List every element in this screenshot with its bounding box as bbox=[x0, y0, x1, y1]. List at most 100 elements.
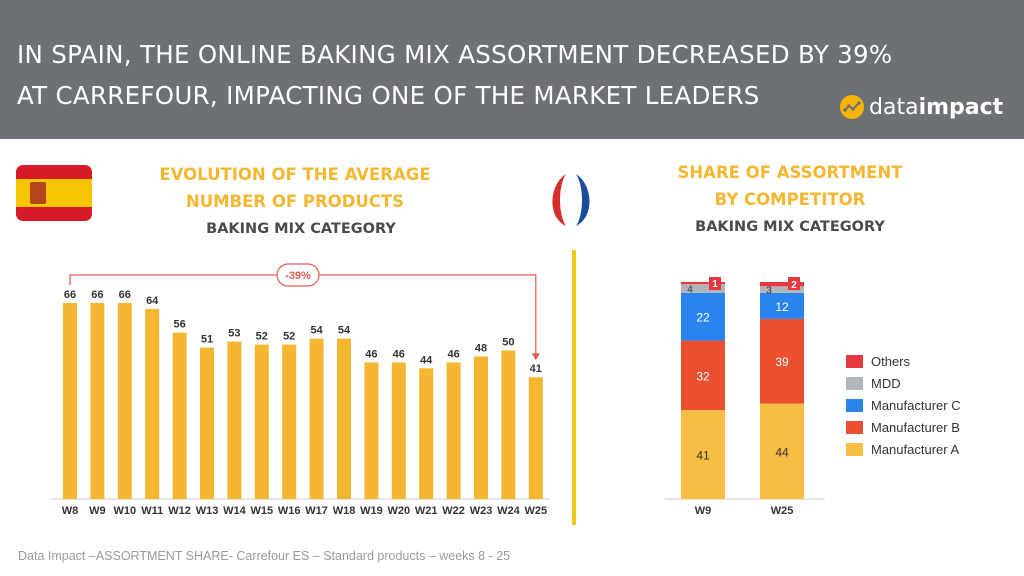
data-label-W14: 53 bbox=[228, 328, 240, 340]
share-assortment-legend: Others MDD Manufacturer C Manufacturer B Man… bbox=[846, 350, 961, 460]
headline-line-1: IN SPAIN, THE ONLINE BAKING MIX ASSORTME… bbox=[17, 40, 893, 69]
data-label-W12: 56 bbox=[173, 319, 185, 331]
bar-W12 bbox=[172, 332, 187, 499]
dataimpact-logo-text: dataimpact bbox=[869, 94, 1004, 120]
tick-label-W25: W25 bbox=[524, 505, 547, 517]
data-label-W13: 51 bbox=[201, 334, 213, 346]
others-badge-W9 bbox=[709, 277, 721, 290]
bar-W13 bbox=[200, 347, 214, 499]
bar-W23 bbox=[474, 356, 488, 499]
tick-label-W15: W15 bbox=[250, 505, 273, 517]
tick-label-W10: W10 bbox=[113, 505, 136, 517]
segment-label-W25-manufacturer-b: 39 bbox=[775, 355, 789, 369]
vertical-divider bbox=[572, 250, 576, 525]
data-label-W17: 54 bbox=[310, 325, 323, 337]
data-label-W10: 66 bbox=[119, 289, 131, 301]
bar-W11 bbox=[145, 308, 160, 499]
tick-label-W8: W8 bbox=[62, 505, 79, 517]
segment-label-W25-manufacturer-c: 12 bbox=[775, 300, 789, 314]
decrease-arrowhead bbox=[531, 353, 540, 361]
segment-W9-manufacturer-b bbox=[681, 340, 725, 411]
bar-W10 bbox=[117, 303, 132, 499]
segment-W25-manufacturer-c bbox=[760, 292, 804, 319]
decrease-callout-label: -39% bbox=[285, 270, 311, 282]
data-label-W9: 66 bbox=[91, 289, 103, 301]
segment-label-W9-mdd: 4 bbox=[687, 285, 693, 296]
data-label-W15: 52 bbox=[256, 331, 268, 343]
footer-note: Data Impact –ASSORTMENT SHARE- Carrefour… bbox=[18, 549, 511, 563]
headline: IN SPAIN, THE ONLINE BAKING MIX ASSORTME… bbox=[17, 34, 947, 116]
tick-label-W23: W23 bbox=[470, 505, 493, 517]
segment-label-W9-others: 1 bbox=[712, 279, 718, 290]
decrease-callout-badge bbox=[276, 263, 320, 287]
bar-W24 bbox=[501, 350, 516, 499]
data-label-W18: 54 bbox=[338, 325, 351, 337]
carrefour-logo-icon bbox=[552, 174, 590, 226]
dataimpact-logo-icon bbox=[840, 95, 864, 119]
tick-label-W16: W16 bbox=[278, 505, 301, 517]
stack-tick-W9: W9 bbox=[695, 505, 712, 517]
bar-W15 bbox=[254, 344, 269, 499]
bar-W16 bbox=[282, 344, 297, 499]
segment-W9-mdd bbox=[681, 284, 725, 293]
stack-tick-W25: W25 bbox=[771, 505, 794, 517]
right-chart-subtitle: BAKING MIX CATEGORY bbox=[695, 219, 885, 235]
legend-label: Manufacturer B bbox=[871, 419, 960, 435]
legend-swatch bbox=[846, 398, 863, 412]
left-chart-title: EVOLUTION OF THE AVERAGE NUMBER OF PRODU… bbox=[159, 165, 431, 211]
legend-swatch bbox=[846, 442, 863, 456]
tick-label-W11: W11 bbox=[141, 505, 163, 517]
segment-W25-manufacturer-b bbox=[760, 318, 804, 404]
legend-item-manufacturer-b: Manufacturer B bbox=[846, 416, 961, 438]
decrease-bracket bbox=[69, 274, 537, 356]
bar-W8 bbox=[63, 303, 77, 499]
bar-W19 bbox=[364, 362, 379, 499]
tick-label-W18: W18 bbox=[333, 505, 356, 517]
data-label-W22: 46 bbox=[447, 348, 459, 360]
bar-W20 bbox=[391, 362, 406, 499]
bar-W18 bbox=[337, 338, 351, 499]
others-badge-W25 bbox=[788, 277, 800, 290]
right-chart-title: SHARE OF ASSORTMENT BY COMPETITOR bbox=[677, 163, 903, 209]
dataimpact-logo: dataimpact bbox=[840, 92, 1003, 122]
legend-label: Manufacturer A bbox=[871, 441, 960, 457]
tick-label-W21: W21 bbox=[415, 505, 438, 517]
segment-W25-mdd bbox=[760, 286, 804, 293]
bar-W14 bbox=[227, 341, 242, 499]
tick-label-W19: W19 bbox=[360, 505, 383, 517]
headline-line-2: AT CARREFOUR, IMPACTING ONE OF THE MARKE… bbox=[17, 81, 760, 110]
tick-label-W13: W13 bbox=[196, 505, 219, 517]
segment-W25-manufacturer-a bbox=[760, 403, 804, 499]
legend-label: Manufacturer C bbox=[871, 397, 961, 413]
segment-label-W25-manufacturer-a: 44 bbox=[775, 445, 789, 459]
segment-W25-others bbox=[760, 282, 804, 287]
tick-label-W14: W14 bbox=[223, 505, 247, 517]
data-label-W21: 44 bbox=[420, 354, 433, 366]
data-label-W24: 50 bbox=[502, 337, 514, 349]
average-products-bar-chart: 66 W8 66 W9 66 W10 64 W11 56 W12 51 W13 53 W14 52 W15 52… bbox=[52, 263, 550, 517]
legend-label: MDD bbox=[871, 375, 901, 391]
bar-W17 bbox=[309, 338, 324, 499]
segment-label-W9-manufacturer-a: 41 bbox=[696, 449, 710, 463]
bar-W25 bbox=[528, 377, 543, 499]
legend-item-manufacturer-c: Manufacturer C bbox=[846, 394, 961, 416]
tick-label-W17: W17 bbox=[305, 505, 328, 517]
legend-label: Others bbox=[871, 353, 911, 369]
segment-label-W9-manufacturer-b: 32 bbox=[696, 369, 710, 383]
spain-flag-icon bbox=[16, 165, 92, 221]
segment-W9-others bbox=[681, 282, 725, 285]
tick-label-W12: W12 bbox=[168, 505, 191, 517]
legend-item-others: Others bbox=[846, 350, 961, 372]
data-label-W23: 48 bbox=[475, 342, 487, 354]
tick-label-W20: W20 bbox=[387, 505, 410, 517]
data-label-W16: 52 bbox=[283, 331, 295, 343]
bar-W21 bbox=[419, 368, 434, 499]
data-label-W20: 46 bbox=[393, 348, 405, 360]
data-label-W25: 41 bbox=[530, 363, 542, 375]
legend-item-mdd: MDD bbox=[846, 372, 961, 394]
tick-label-W24: W24 bbox=[497, 505, 521, 517]
data-label-W8: 66 bbox=[64, 289, 76, 301]
segment-label-W25-mdd: 3 bbox=[766, 286, 772, 297]
segment-W9-manufacturer-a bbox=[681, 410, 725, 499]
data-label-W11: 64 bbox=[146, 295, 159, 307]
